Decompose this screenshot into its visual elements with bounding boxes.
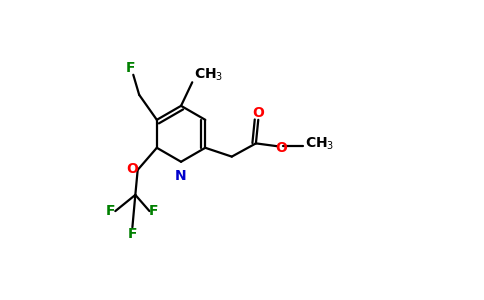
Text: O: O: [252, 106, 264, 120]
Text: N: N: [175, 169, 187, 183]
Text: F: F: [126, 61, 136, 75]
Text: CH$_3$: CH$_3$: [194, 67, 223, 83]
Text: F: F: [149, 204, 159, 218]
Text: O: O: [126, 162, 138, 176]
Text: F: F: [106, 204, 116, 218]
Text: F: F: [128, 227, 137, 241]
Text: CH$_3$: CH$_3$: [304, 136, 334, 152]
Text: O: O: [275, 141, 287, 155]
